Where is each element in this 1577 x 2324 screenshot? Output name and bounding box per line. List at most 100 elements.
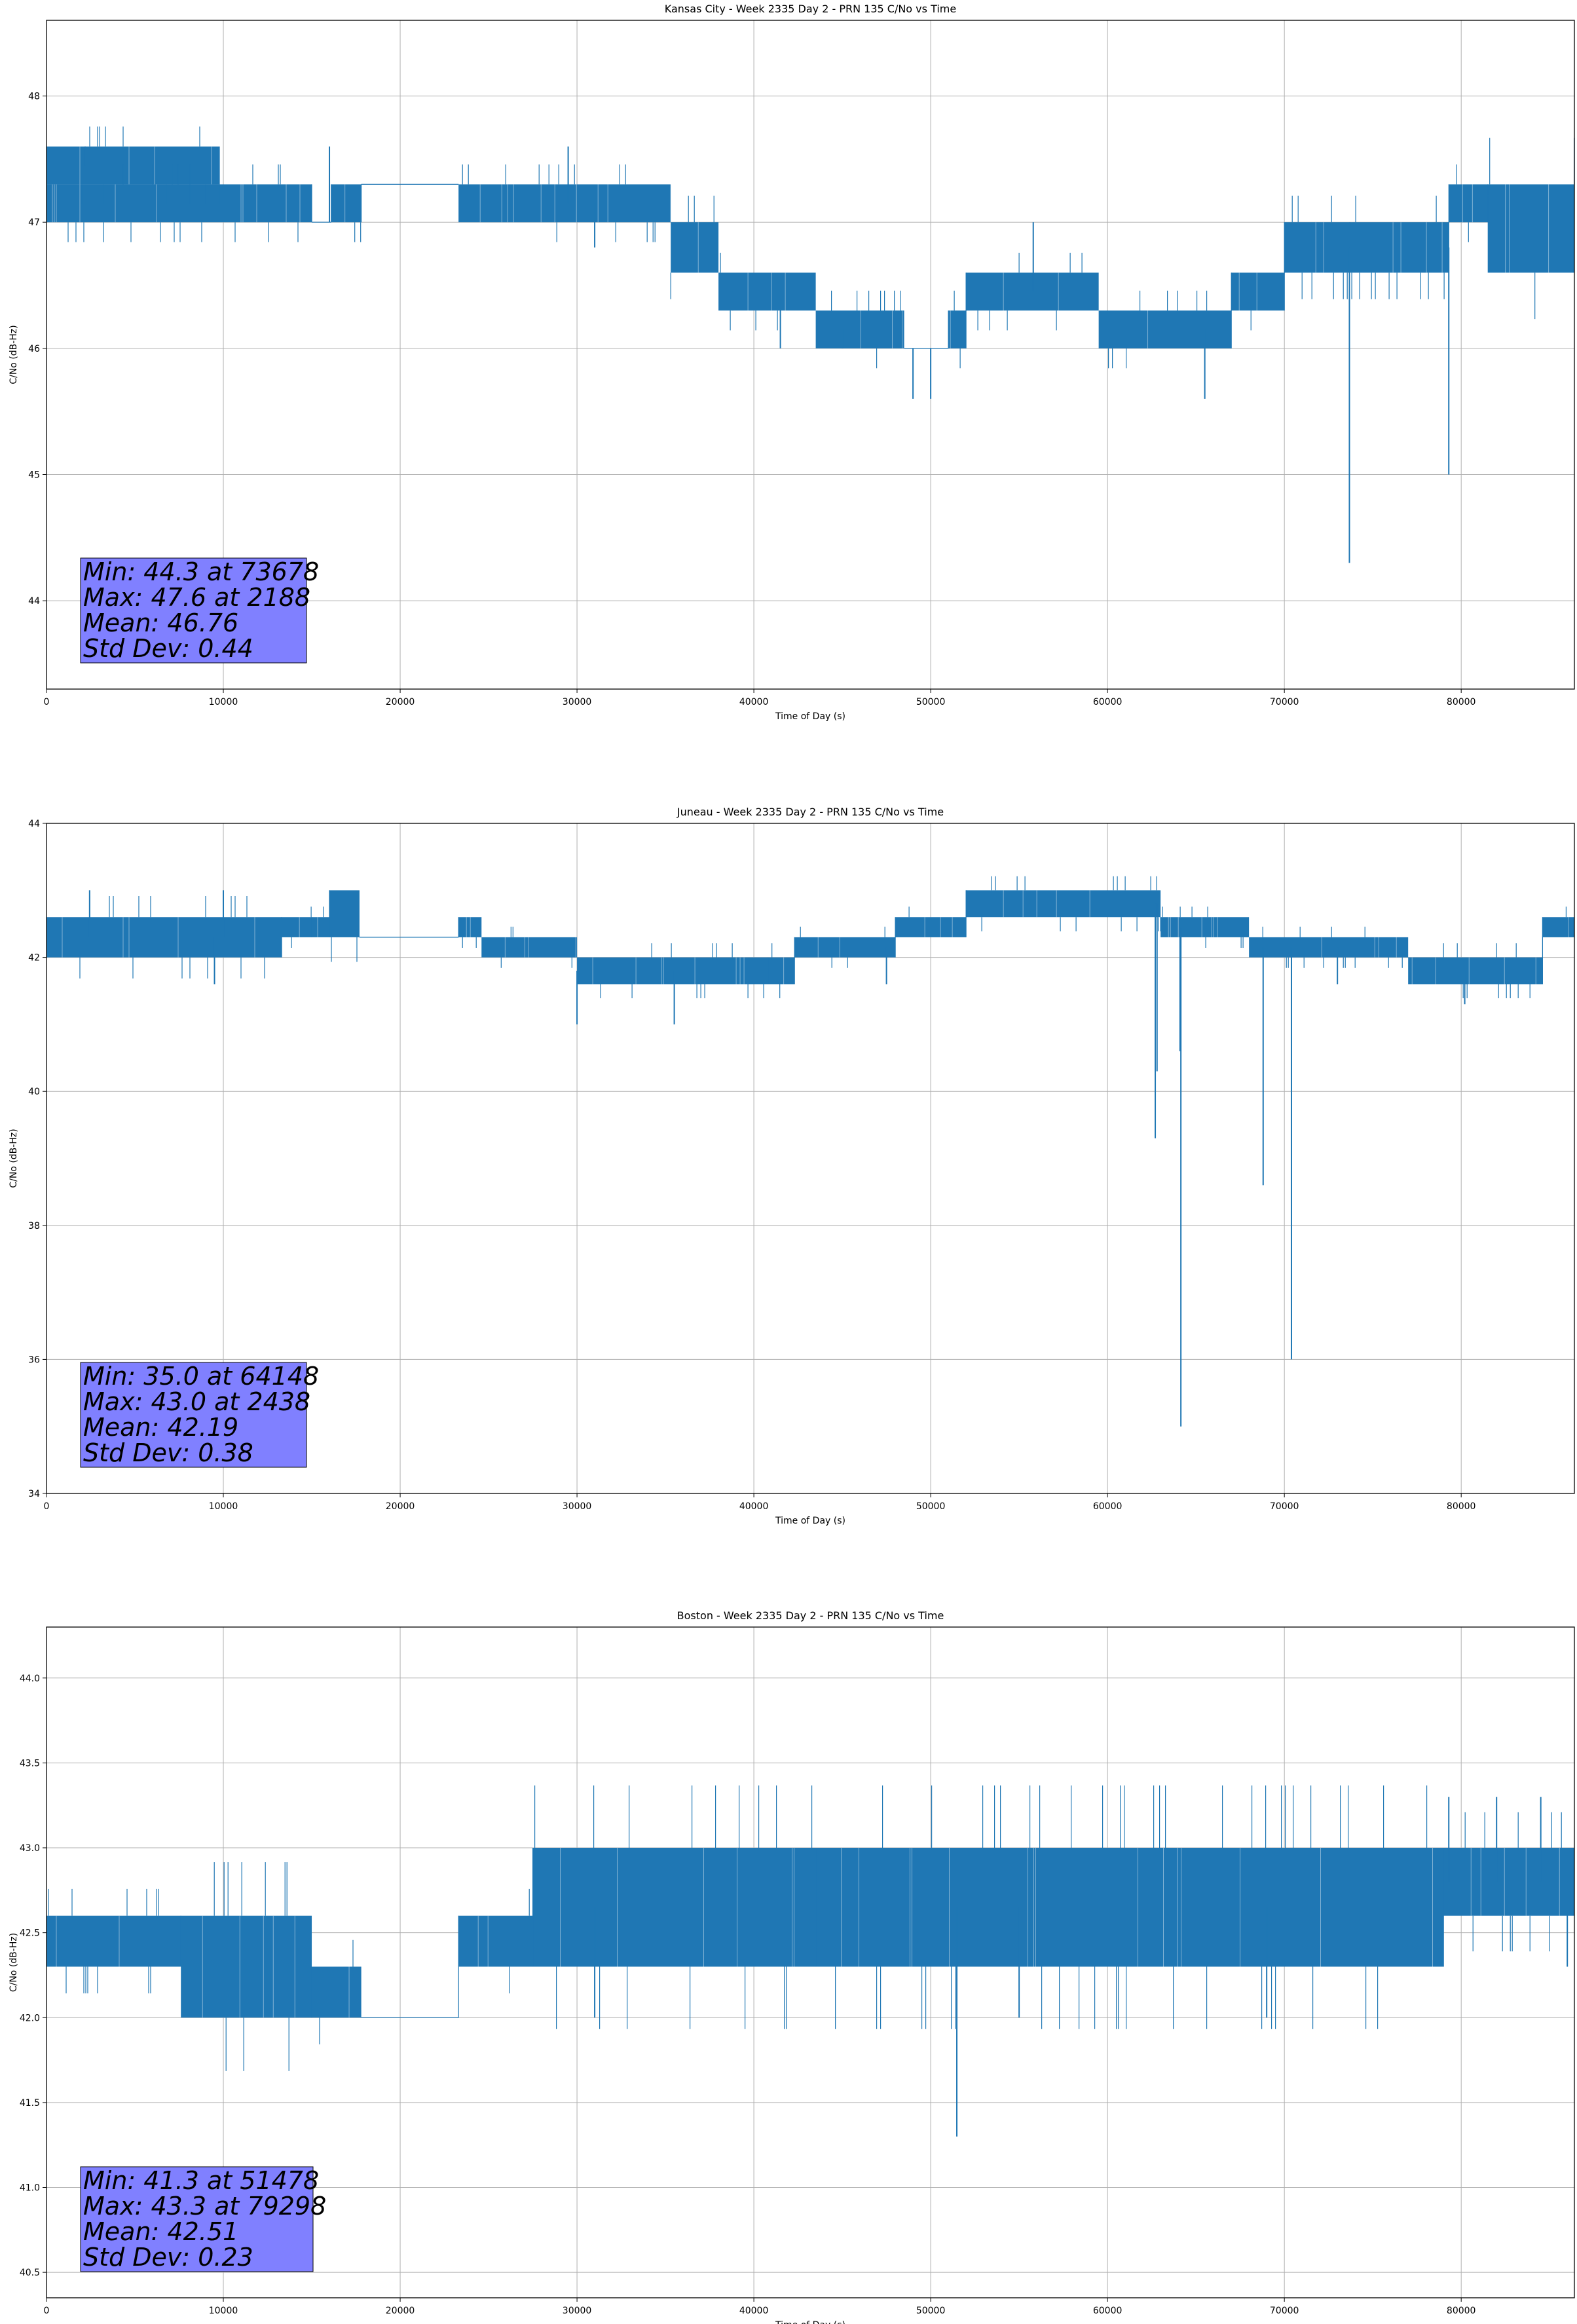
chart-2-band-7 — [577, 957, 768, 984]
chart-2-xtick-label-2: 20000 — [386, 1501, 415, 1512]
chart-3-series-texture — [48, 1785, 1562, 2071]
chart-3-xtick-label-0: 0 — [44, 2306, 50, 2316]
chart-1-series-texture — [46, 126, 1574, 369]
chart-2-xlabel: Time of Day (s) — [775, 1516, 845, 1526]
chart-1-band-1 — [46, 146, 220, 185]
chart-2-band-2 — [312, 917, 330, 937]
chart-2-band-10 — [895, 917, 967, 937]
chart-2-xtick-label-5: 50000 — [916, 1501, 946, 1512]
chart-1-band-17 — [1487, 184, 1574, 273]
chart-2-xtick-label-6: 60000 — [1093, 1501, 1122, 1512]
chart-1-title: Kansas City - Week 2335 Day 2 - PRN 135 … — [665, 3, 956, 15]
chart-3-stats-box-bg — [80, 2166, 314, 2272]
chart-3-band-4 — [458, 1915, 533, 1967]
chart-3-stats-line-3: Std Dev: 0.23 — [83, 2243, 253, 2272]
chart-3-title: Boston - Week 2335 Day 2 - PRN 135 C/No … — [677, 1609, 944, 1622]
chart-1-stats-line-0: Min: 44.3 at 73678 — [83, 557, 319, 586]
chart-2-band-5 — [458, 917, 482, 937]
chart-2-title: Juneau - Week 2335 Day 2 - PRN 135 C/No … — [677, 806, 944, 818]
chart-1-band-15 — [1350, 222, 1449, 273]
chart-3-xtick-label-2: 20000 — [386, 2306, 415, 2316]
chart-3-ytick-label-5: 43.0 — [20, 1843, 40, 1854]
chart-2-xtick-label-4: 40000 — [739, 1501, 769, 1512]
chart-3-band-2 — [312, 1966, 362, 2018]
chart-2-ytick-label-0: 34 — [28, 1489, 40, 1499]
chart-2-axes-frame — [46, 823, 1575, 1494]
chart-1-xtick-label-3: 30000 — [563, 697, 592, 707]
chart-2-stats-line-3: Std Dev: 0.38 — [83, 1438, 253, 1467]
chart-1: Kansas City - Week 2335 Day 2 - PRN 135 … — [9, 3, 1575, 722]
chart-3-ytick-label-1: 41.0 — [20, 2183, 40, 2193]
chart-1-xtick-label-4: 40000 — [739, 697, 769, 707]
chart-1-ytick-label-3: 47 — [28, 217, 40, 228]
chart-3-xtick-label-1: 10000 — [209, 2306, 238, 2316]
chart-3-xlabel: Time of Day (s) — [775, 2320, 845, 2324]
chart-2-band-6 — [481, 937, 578, 958]
chart-2-band-1 — [282, 917, 312, 937]
chart-1-xtick-label-6: 60000 — [1093, 697, 1122, 707]
chart-3-xtick-label-5: 50000 — [916, 2306, 946, 2316]
chart-1-band-11 — [966, 272, 1099, 311]
chart-3-ylabel: C/No (dB-Hz) — [9, 1933, 19, 1992]
chart-2-ytick-label-1: 36 — [28, 1355, 40, 1365]
chart-2-xtick-label-3: 30000 — [563, 1501, 592, 1512]
chart-2-stats-line-0: Min: 35.0 at 64148 — [83, 1362, 319, 1391]
chart-1-ytick-label-1: 45 — [28, 470, 40, 481]
chart-2-band-3 — [329, 890, 360, 937]
chart-2-band-12 — [1160, 917, 1250, 937]
chart-2-band-8 — [768, 957, 795, 984]
chart-3-ytick-label-7: 44.0 — [20, 1674, 40, 1684]
chart-1-xtick-label-5: 50000 — [916, 697, 946, 707]
chart-2-series-line — [46, 876, 1574, 1427]
chart-1-xtick-label-8: 80000 — [1447, 697, 1476, 707]
chart-3-band-7 — [1443, 1848, 1574, 1916]
chart-2-xtick-label-8: 80000 — [1447, 1501, 1476, 1512]
chart-2-ytick-label-5: 44 — [28, 819, 40, 829]
chart-1-stats-box-bg — [80, 557, 307, 664]
chart-3-ytick-label-2: 41.5 — [20, 2098, 40, 2108]
chart-1-ylabel: C/No (dB-Hz) — [9, 325, 19, 384]
chart-1-band-16 — [1449, 184, 1488, 223]
chart-1-band-5 — [458, 184, 671, 223]
chart-3-stats-line-0: Min: 41.3 at 51478 — [83, 2166, 319, 2195]
chart-2-stats-line-1: Max: 43.0 at 2438 — [83, 1387, 310, 1416]
chart-3-axes-frame — [46, 1626, 1575, 2298]
chart-3-xtick-label-6: 60000 — [1093, 2306, 1122, 2316]
chart-2-ytick-label-3: 40 — [28, 1087, 40, 1097]
chart-3-ytick-label-3: 42.0 — [20, 2013, 40, 2023]
chart-2-ytick-label-4: 42 — [28, 953, 40, 964]
chart-2-band-11 — [966, 890, 1161, 918]
chart-3-xtick-label-3: 30000 — [563, 2306, 592, 2316]
chart-1-series-line — [46, 126, 1574, 563]
chart-1-xtick-label-2: 20000 — [386, 697, 415, 707]
chart-2-series-texture — [79, 876, 1567, 998]
chart-1-band-12 — [1098, 310, 1232, 348]
chart-3-xtick-label-7: 70000 — [1270, 2306, 1299, 2316]
chart-3: Boston - Week 2335 Day 2 - PRN 135 C/No … — [9, 1609, 1575, 2324]
chart-3-ytick-label-6: 43.5 — [20, 1758, 40, 1769]
chart-2-band-9 — [794, 937, 896, 958]
chart-1-band-7 — [718, 272, 816, 311]
chart-1-band-3 — [331, 184, 362, 223]
chart-2-stats-box-bg — [80, 1362, 307, 1468]
chart-2-band-14 — [1408, 957, 1543, 984]
chart-3-band-0 — [46, 1915, 181, 1967]
chart-1-xlabel: Time of Day (s) — [775, 711, 845, 722]
chart-3-xtick-label-8: 80000 — [1447, 2306, 1476, 2316]
chart-3-band-6 — [815, 1848, 1444, 1967]
chart-1-band-13 — [1231, 272, 1285, 311]
chart-2-band-13 — [1249, 937, 1409, 958]
chart-2-xtick-label-0: 0 — [44, 1501, 50, 1512]
chart-1-stats-line-2: Mean: 46.76 — [83, 609, 238, 637]
chart-2-ytick-label-2: 38 — [28, 1221, 40, 1231]
chart-3-band-1 — [181, 1915, 312, 2018]
chart-1-axes-frame — [46, 20, 1575, 690]
chart-1-ytick-label-0: 44 — [28, 596, 40, 607]
chart-2-stats-line-2: Mean: 42.19 — [83, 1413, 238, 1442]
chart-3-band-5 — [532, 1848, 816, 1967]
chart-1-ytick-label-4: 48 — [28, 92, 40, 102]
chart-1-band-8 — [815, 310, 904, 348]
